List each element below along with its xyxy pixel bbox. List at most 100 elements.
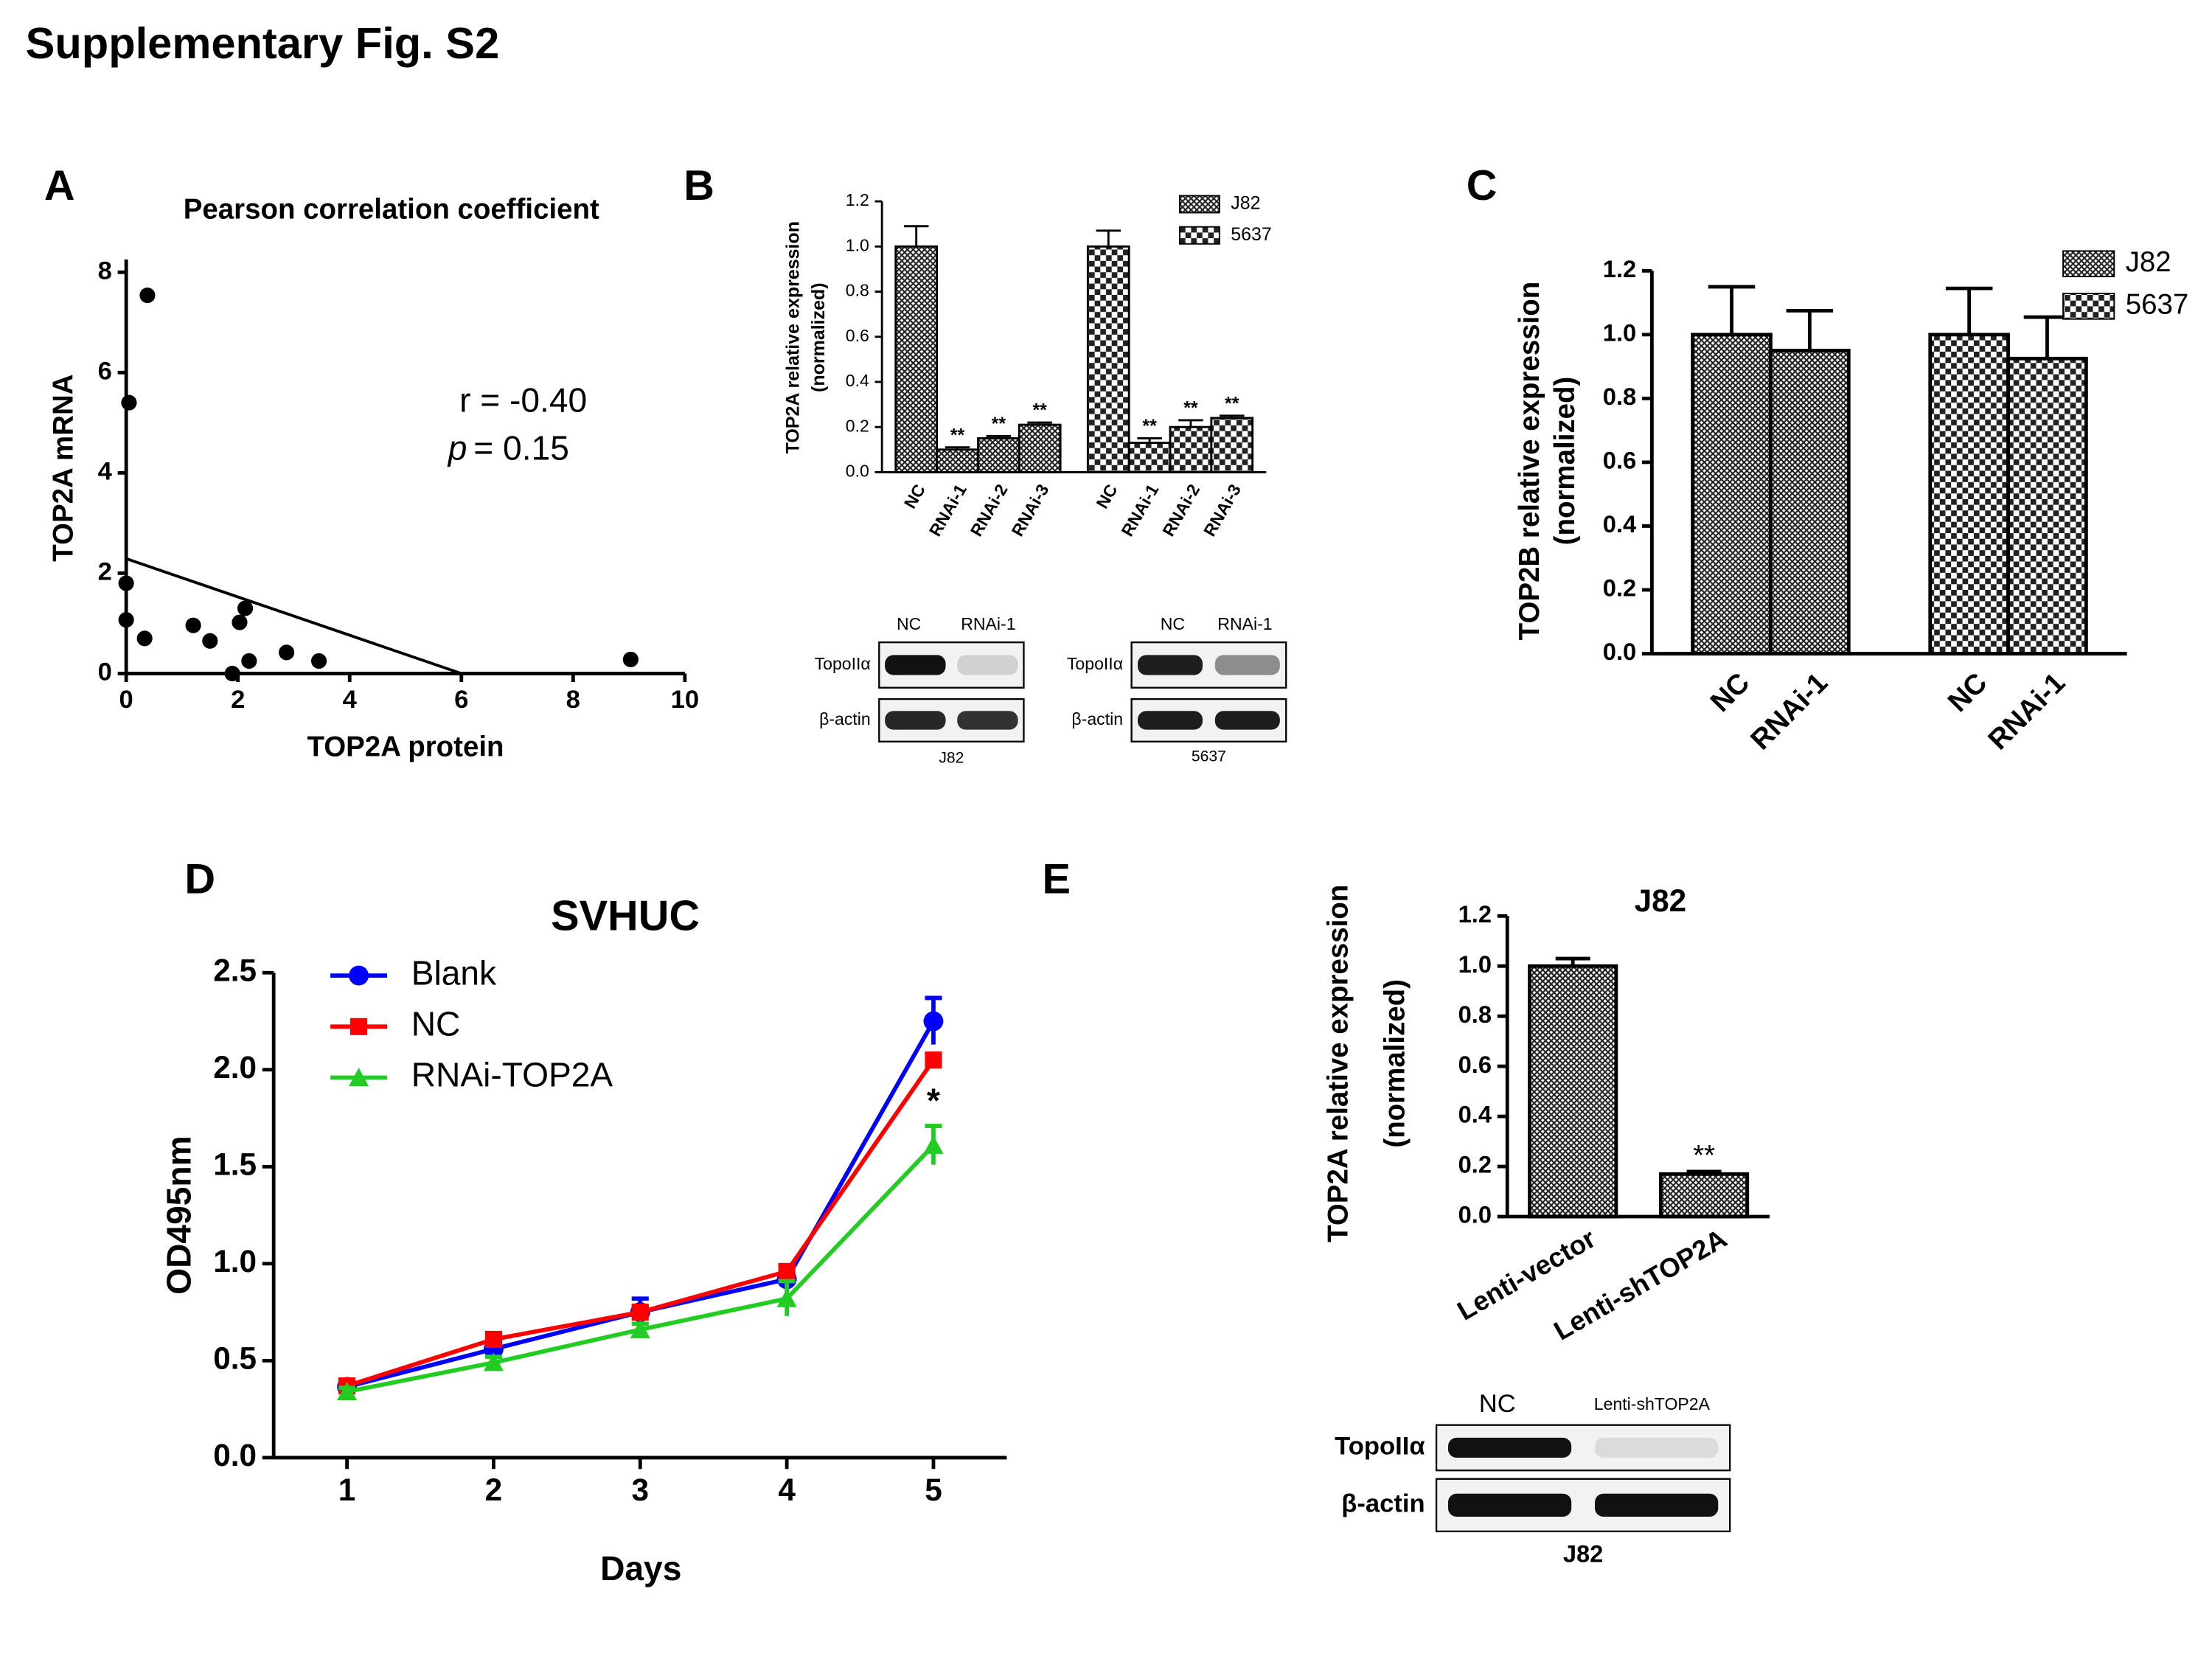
blot-band (1595, 1437, 1719, 1458)
blot-column-label: NC (897, 614, 921, 633)
panel-letter: D (184, 855, 215, 902)
bar (1018, 423, 1062, 473)
legend-label: 5637 (2126, 289, 2189, 321)
y-tick-label: 0.4 (1603, 510, 1636, 538)
significance-label: ** (1142, 416, 1157, 437)
y-tick-label: 0.0 (1603, 638, 1636, 665)
x-axis-label: Days (600, 1549, 681, 1587)
x-tick-label: 1 (338, 1472, 356, 1507)
y-tick-label: 0.8 (846, 281, 869, 300)
marker (349, 1068, 369, 1087)
panel-letter: C (1467, 162, 1498, 209)
figure-title: Supplementary Fig. S2 (26, 18, 500, 68)
marker (923, 1135, 944, 1154)
bar (1127, 442, 1172, 473)
point (310, 653, 327, 669)
point (224, 665, 240, 682)
x-tick-label: 0 (119, 686, 133, 714)
blot-row-label: β-actin (1341, 1489, 1425, 1517)
blot-band (1138, 711, 1203, 730)
y-tick-label: 0 (98, 658, 112, 686)
marker (776, 1288, 797, 1307)
y-tick-label: 0.8 (1603, 383, 1636, 410)
point (622, 651, 639, 667)
y-tick-label: 8 (98, 257, 112, 285)
x-tick-label: 8 (566, 686, 580, 714)
y-axis-label: OD495nm (159, 1135, 198, 1294)
marker (350, 1018, 368, 1035)
annotation: r = -0.40 (459, 380, 587, 419)
annotation: p (447, 429, 467, 467)
point (241, 653, 257, 669)
y-tick-label: 0.6 (1458, 1051, 1492, 1078)
significance-label: ** (992, 414, 1006, 434)
y-tick-label: 0.6 (846, 326, 869, 345)
bar (936, 448, 979, 473)
x-tick-label: 2 (485, 1472, 503, 1507)
blot-column-label: NC (1161, 614, 1185, 633)
y-tick-label: 0.8 (1458, 1001, 1492, 1028)
x-axis-label: TOP2A protein (307, 731, 504, 763)
y-tick-label: 1.2 (1458, 900, 1492, 928)
marker (631, 1304, 649, 1321)
marker (337, 1382, 358, 1401)
y-tick-label: 1.2 (1603, 255, 1636, 282)
blot-band (1595, 1493, 1719, 1517)
point (139, 287, 156, 304)
blot-row-label: TopoIIα (815, 654, 871, 673)
y-tick-label: 0.6 (1603, 447, 1636, 474)
legend-swatch (2062, 293, 2115, 320)
y-tick-label: 0.4 (846, 371, 869, 390)
x-tick-label: 3 (632, 1472, 650, 1507)
y-axis-label: (normalized) (808, 282, 829, 392)
blot-band (1448, 1437, 1572, 1458)
blot-band (885, 711, 946, 730)
significance-label: ** (1032, 400, 1047, 421)
bar (1769, 349, 1851, 655)
bar (977, 437, 1020, 473)
y-tick-label: 0.2 (846, 416, 869, 435)
y-tick-label: 0.4 (1458, 1101, 1492, 1128)
blot-caption: J82 (1563, 1540, 1604, 1567)
legend-label: J82 (1231, 193, 1260, 214)
point (232, 614, 248, 630)
x-tick-label: 10 (671, 686, 700, 714)
significance-label: ** (950, 425, 965, 445)
bar (1928, 333, 2010, 655)
y-axis-label: TOP2A relative expression (1322, 885, 1354, 1242)
y-tick-label: 0.5 (213, 1341, 257, 1376)
significance-label: * (927, 1081, 940, 1119)
y-axis-label: TOP2B relative expression (1514, 282, 1545, 641)
bar (1169, 425, 1213, 473)
point (202, 633, 218, 649)
marker (923, 1011, 944, 1032)
blot-column-label: RNAi-1 (961, 614, 1015, 633)
blot-band (957, 655, 1018, 675)
y-tick-label: 1.0 (213, 1244, 257, 1279)
blot-band (1214, 711, 1280, 730)
y-tick-label: 1.0 (1603, 319, 1636, 346)
legend-swatch (2062, 250, 2115, 277)
y-tick-label: 1.0 (846, 235, 869, 254)
y-tick-label: 1.2 (846, 190, 869, 209)
y-tick-label: 2.5 (213, 953, 257, 987)
blot-band (1214, 655, 1280, 675)
y-tick-label: 0.0 (846, 461, 869, 480)
y-tick-label: 0.2 (1603, 574, 1636, 602)
marker (349, 965, 369, 986)
y-axis-label: TOP2A mRNA (48, 374, 80, 561)
y-tick-label: 6 (98, 357, 112, 385)
bar (1658, 1172, 1750, 1219)
legend-label: NC (411, 1004, 461, 1043)
blot-caption: J82 (939, 749, 964, 766)
y-axis-label: TOP2A relative expression (783, 221, 804, 453)
blot-column-label: RNAi-1 (1217, 614, 1272, 633)
marker (925, 1051, 942, 1069)
blot-caption: 5637 (1192, 748, 1226, 765)
blot-row-label: β-actin (1071, 709, 1123, 728)
fit-line (125, 557, 462, 675)
bar (894, 245, 939, 473)
point (118, 575, 134, 591)
